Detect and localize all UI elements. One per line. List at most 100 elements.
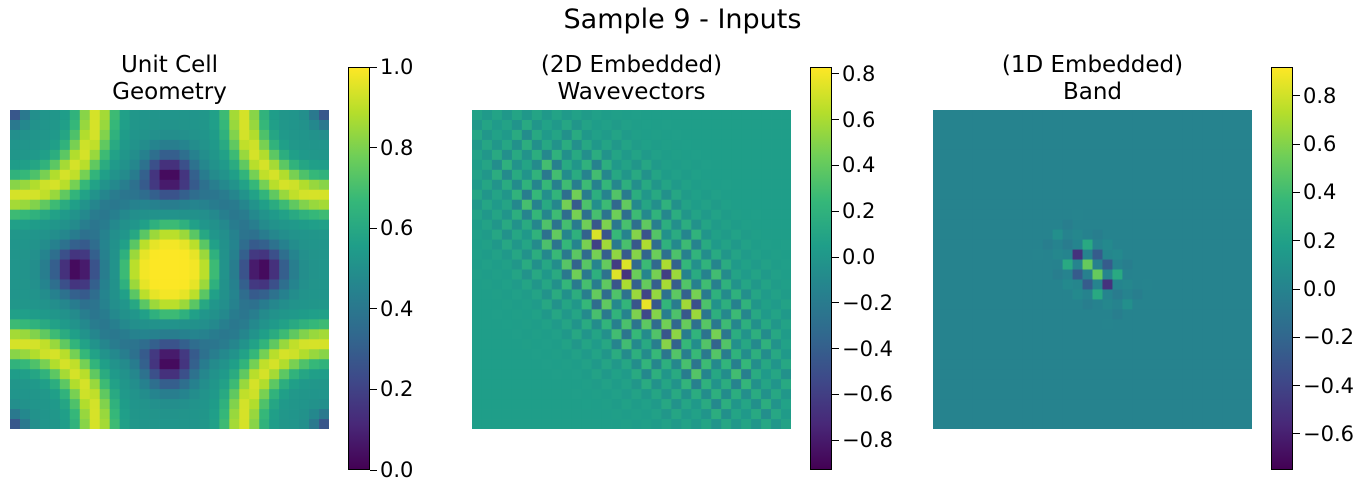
heatmap-cell (1052, 359, 1063, 370)
heatmap-cell (541, 399, 553, 410)
heatmap-cell (229, 299, 240, 310)
heatmap-cell (1002, 289, 1014, 300)
heatmap-cell (309, 259, 320, 270)
heatmap-cell (1242, 239, 1252, 250)
heatmap-cell (681, 179, 692, 191)
heatmap-cell (1062, 189, 1073, 201)
heatmap-cell (29, 259, 41, 270)
heatmap-cell (681, 229, 692, 240)
heatmap-cell (1032, 269, 1044, 280)
heatmap-cell (771, 189, 782, 201)
heatmap-cell (1042, 139, 1054, 151)
heatmap-cell (1192, 279, 1203, 290)
heatmap-cell (972, 419, 984, 429)
heatmap-cell (29, 249, 41, 260)
heatmap-cell (10, 399, 21, 410)
heatmap-cell (581, 409, 593, 420)
heatmap-cell (59, 369, 71, 380)
heatmap-cell (1122, 259, 1133, 270)
heatmap-cell (1232, 299, 1243, 310)
heatmap-cell (1172, 179, 1183, 191)
heatmap-cell (741, 119, 752, 131)
heatmap-cell (701, 269, 712, 280)
heatmap-cell (1242, 169, 1252, 181)
heatmap-cell (1202, 399, 1213, 410)
heatmap-cell (933, 159, 944, 171)
heatmap-cell (721, 159, 732, 171)
heatmap-cell (229, 259, 240, 270)
heatmap-cell (1052, 229, 1063, 240)
heatmap-cell (129, 119, 140, 131)
heatmap-cell (69, 159, 81, 171)
heatmap-cell (179, 159, 190, 171)
heatmap-cell (561, 149, 573, 161)
heatmap-cell (541, 239, 553, 250)
heatmap-cell (491, 339, 503, 350)
heatmap-cell (309, 119, 320, 131)
heatmap-cell (79, 149, 91, 161)
heatmap-cell (1162, 279, 1173, 290)
heatmap-cell (1212, 339, 1223, 350)
heatmap-cell (59, 169, 71, 181)
heatmap-cell (209, 379, 220, 390)
heatmap-cell (1232, 379, 1243, 390)
heatmap-cell (942, 229, 954, 240)
heatmap-cell (651, 209, 662, 221)
heatmap-cell (1052, 409, 1063, 420)
heatmap-cell (933, 339, 944, 350)
heatmap-cell (149, 110, 160, 121)
heatmap-cell (631, 369, 642, 380)
heatmap-cell (319, 359, 329, 370)
heatmap-cell (521, 249, 533, 260)
heatmap-cell (501, 369, 513, 380)
heatmap-band (933, 110, 1252, 429)
heatmap-cell (1242, 249, 1252, 260)
heatmap-cell (1032, 419, 1044, 429)
heatmap-cell (1172, 279, 1183, 290)
heatmap-cell (1072, 239, 1083, 250)
heatmap-cell (1042, 169, 1054, 181)
heatmap-cell (962, 339, 974, 350)
heatmap-cell (1092, 319, 1103, 330)
heatmap-cell (472, 399, 483, 410)
heatmap-cell (139, 239, 150, 250)
heatmap-cell (691, 319, 702, 330)
heatmap-cell (19, 409, 31, 420)
heatmap-cell (1022, 339, 1034, 350)
heatmap-cell (1212, 129, 1223, 141)
heatmap-cell (1172, 289, 1183, 300)
heatmap-cell (561, 279, 573, 290)
heatmap-cell (551, 259, 563, 270)
heatmap-cell (942, 209, 954, 221)
heatmap-cell (299, 359, 310, 370)
heatmap-cell (239, 299, 250, 310)
heatmap-cell (239, 409, 250, 420)
heatmap-cell (541, 409, 553, 420)
heatmap-cell (761, 289, 772, 300)
heatmap-cell (731, 339, 742, 350)
heatmap-cell (611, 279, 622, 290)
heatmap-cell (1002, 409, 1014, 420)
heatmap-cell (571, 389, 583, 400)
heatmap-cell (1132, 289, 1143, 300)
heatmap-cell (129, 359, 140, 370)
heatmap-cell (119, 279, 131, 290)
heatmap-cell (59, 319, 71, 330)
heatmap-cell (199, 269, 210, 280)
heatmap-cell (299, 389, 310, 400)
heatmap-cell (511, 339, 523, 350)
heatmap-cell (1102, 259, 1113, 270)
colorbar-tick (370, 147, 377, 149)
heatmap-cell (239, 229, 250, 240)
heatmap-cell (99, 249, 111, 260)
heatmap-cell (641, 399, 652, 410)
heatmap-cell (761, 179, 772, 191)
heatmap-cell (972, 269, 984, 280)
colorbar-tick-label: −0.4 (1303, 373, 1354, 398)
heatmap-cell (561, 129, 573, 141)
heatmap-cell (39, 199, 51, 211)
colorbar-tick-label: 0.8 (380, 135, 414, 160)
heatmap-cell (1112, 110, 1123, 121)
heatmap-cell (771, 319, 782, 330)
heatmap-cell (551, 369, 563, 380)
